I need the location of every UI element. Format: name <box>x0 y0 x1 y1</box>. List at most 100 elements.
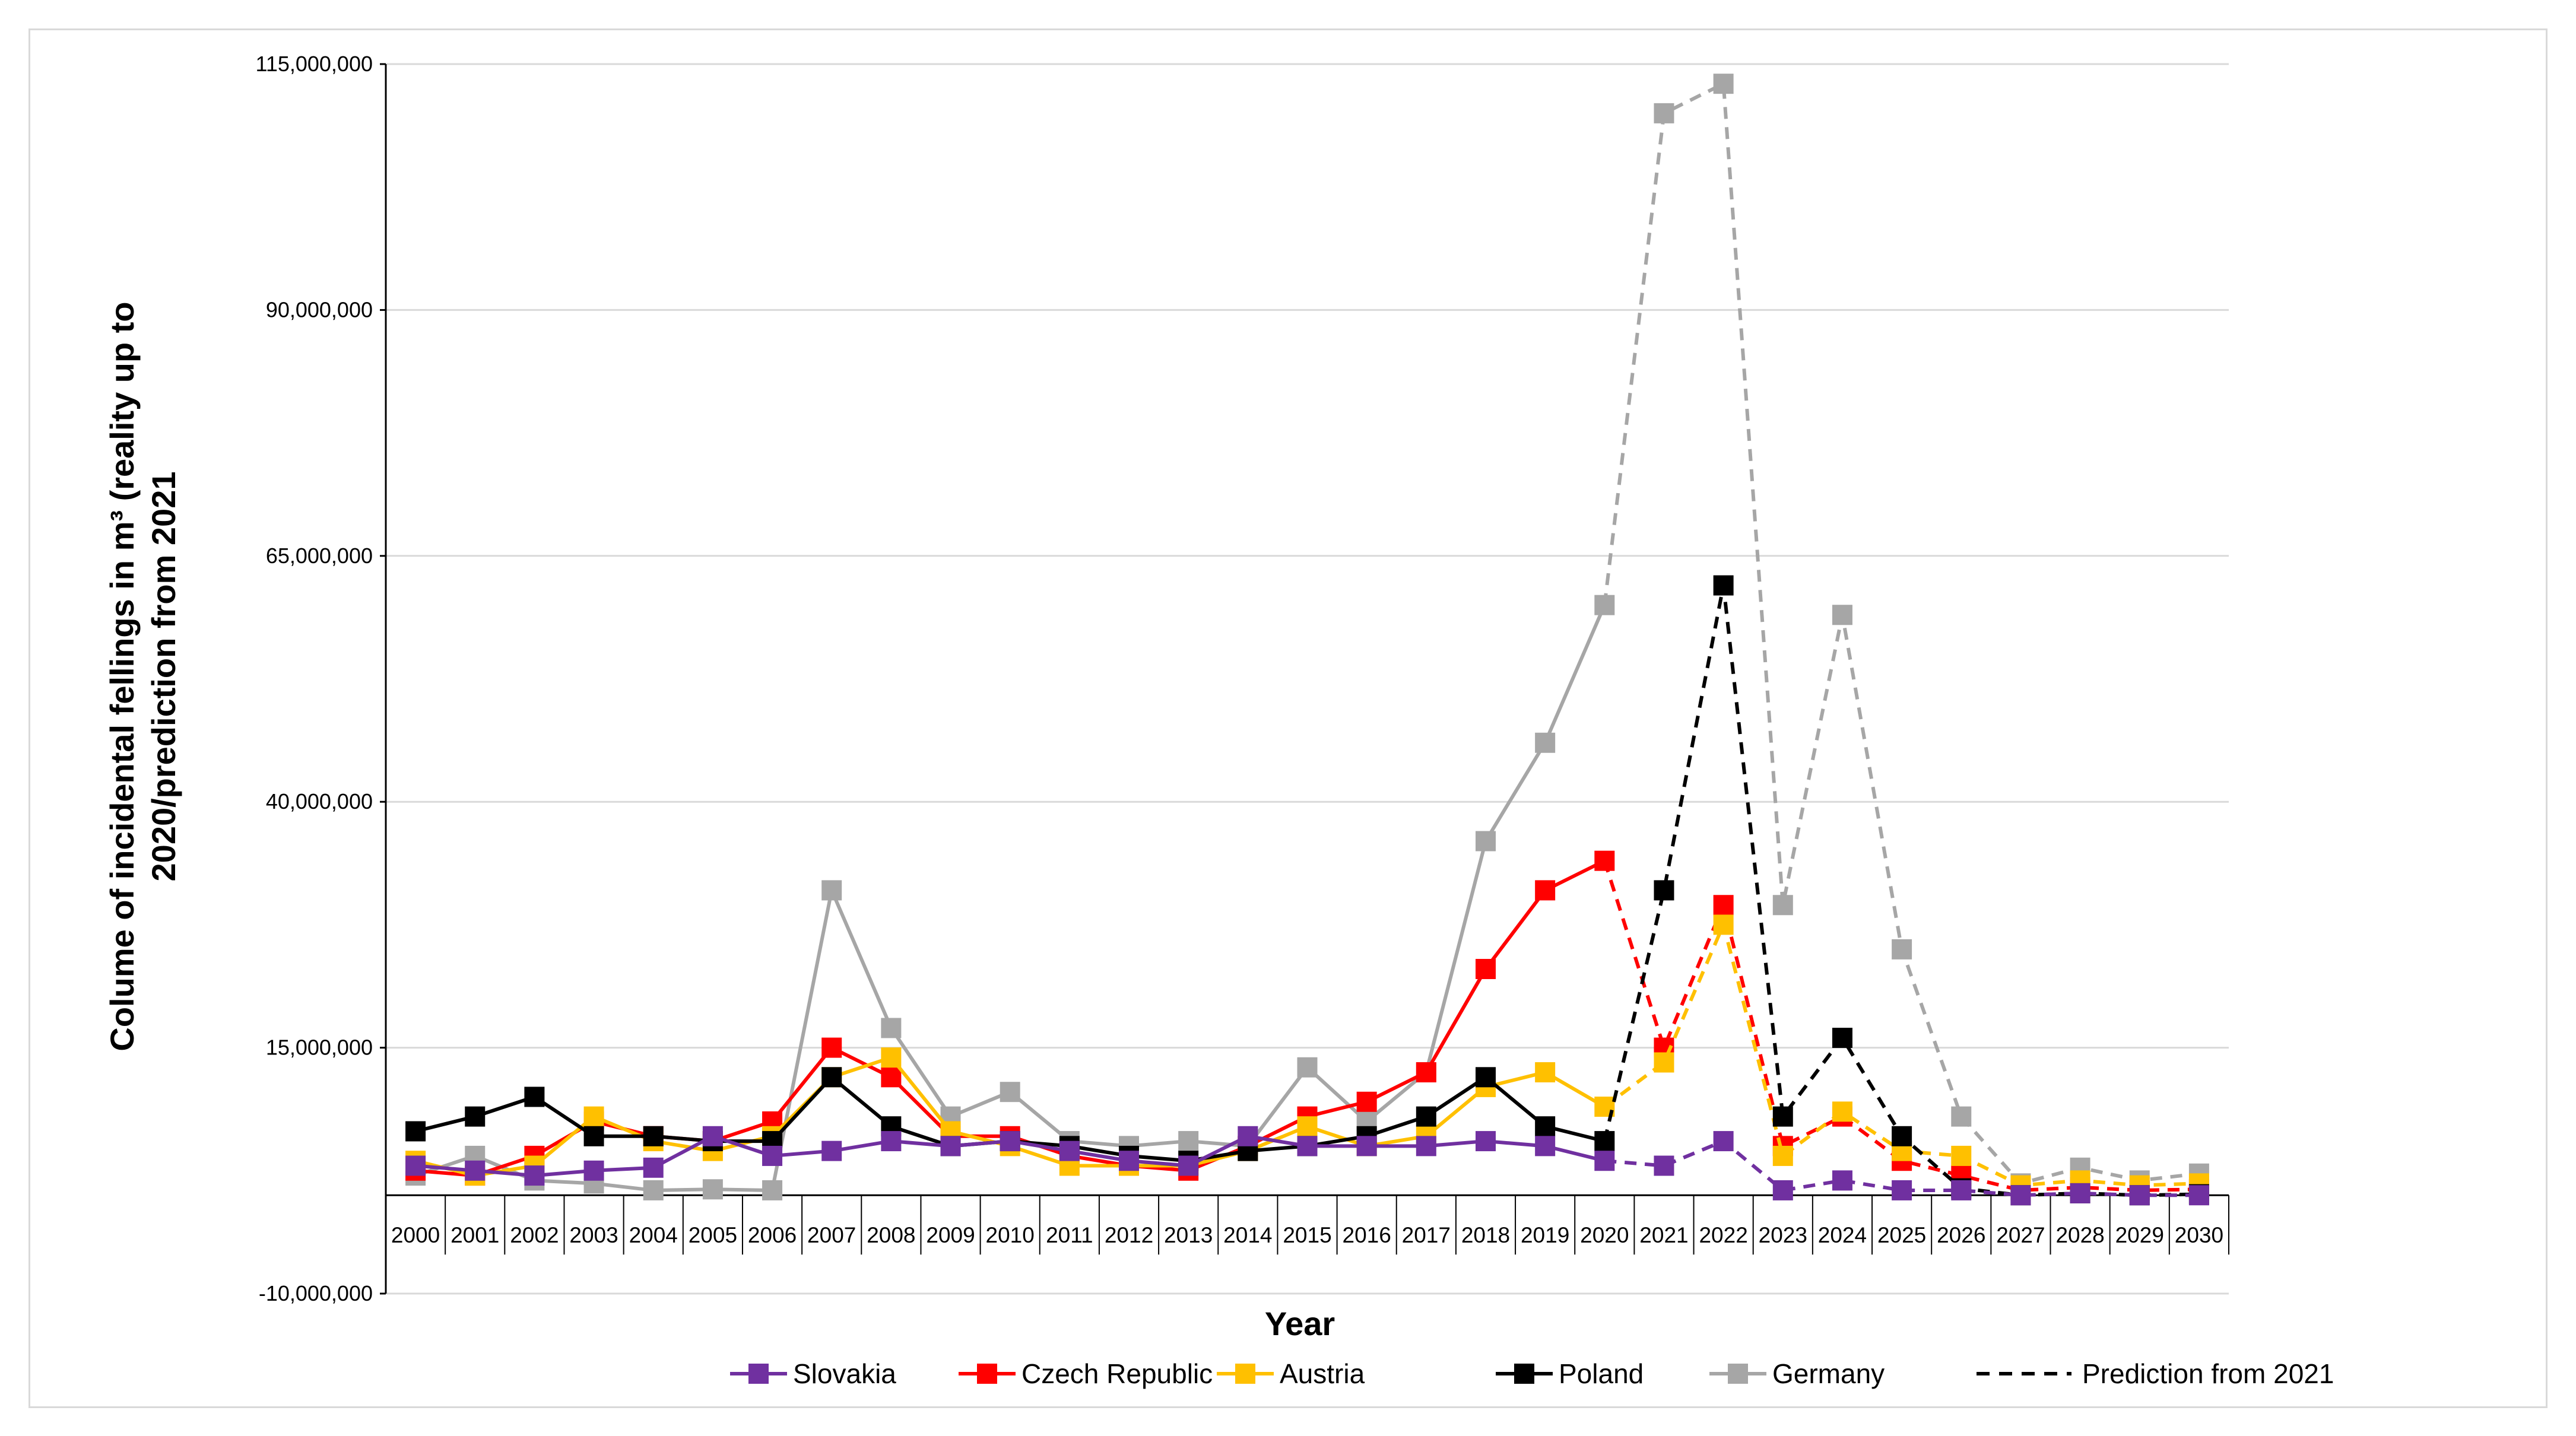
data-point <box>1832 1028 1852 1049</box>
chart-frame <box>28 28 2548 1408</box>
data-point <box>1119 1151 1140 1171</box>
y-tick-label: 15,000,000 <box>266 1035 373 1060</box>
data-point <box>1416 1136 1436 1157</box>
data-point <box>1892 1180 1912 1200</box>
legend-marker-swatch <box>1235 1364 1255 1384</box>
x-tick-label: 2019 <box>1521 1223 1569 1247</box>
data-point <box>1951 1106 1972 1127</box>
data-point <box>881 1047 902 1068</box>
data-point <box>1594 595 1615 615</box>
y-tick-label: 40,000,000 <box>266 789 373 814</box>
x-tick-label: 2025 <box>1877 1223 1926 1247</box>
series-germany <box>405 74 2209 1200</box>
data-point <box>2010 1185 2031 1206</box>
legend-item: Slovakia <box>730 1358 896 1389</box>
x-tick-label: 2004 <box>629 1223 678 1247</box>
data-point <box>1535 1062 1556 1083</box>
data-point <box>643 1157 664 1178</box>
legend-label: Austria <box>1280 1358 1365 1389</box>
y-axis-title-line-2: 2020/prediction from 2021 <box>145 472 182 882</box>
data-point <box>821 880 842 901</box>
data-point <box>1654 1052 1674 1073</box>
x-tick-label: 2028 <box>2055 1223 2104 1247</box>
legend-item: Austria <box>1217 1358 1365 1389</box>
data-point <box>1713 1131 1734 1152</box>
legend-label: Czech Republic <box>1021 1358 1213 1389</box>
x-tick-label: 2030 <box>2175 1223 2223 1247</box>
data-point <box>1475 831 1496 852</box>
data-point <box>1059 1140 1080 1161</box>
data-point <box>643 1180 664 1200</box>
data-point <box>821 1037 842 1058</box>
data-point <box>1654 880 1674 901</box>
data-point <box>1654 103 1674 123</box>
x-tick-label: 2012 <box>1105 1223 1153 1247</box>
x-tick-label: 2011 <box>1046 1223 1093 1247</box>
legend-marker-swatch <box>977 1364 997 1384</box>
data-point <box>1772 1145 1793 1166</box>
tick-labels: -10,000,000 15,000,000 40,000,000 65,000,00… <box>255 52 2223 1305</box>
data-point <box>1297 1116 1318 1137</box>
series-lines <box>405 74 2209 1206</box>
x-tick-label: 2009 <box>926 1223 975 1247</box>
data-point <box>1713 895 1734 916</box>
x-tick-label: 2001 <box>451 1223 499 1247</box>
data-point <box>405 1155 426 1176</box>
data-point <box>821 1067 842 1088</box>
x-tick-label: 2016 <box>1343 1223 1391 1247</box>
data-point <box>2129 1185 2150 1206</box>
legend-label: Poland <box>1559 1358 1644 1389</box>
gridlines <box>386 63 2229 1295</box>
data-point <box>2188 1185 2209 1206</box>
x-tick-label: 2024 <box>1818 1223 1867 1247</box>
x-tick-label: 2022 <box>1699 1223 1747 1247</box>
data-point <box>1416 1062 1436 1083</box>
data-point <box>1356 1136 1377 1157</box>
x-tick-label: 2008 <box>867 1223 915 1247</box>
x-tick-label: 2026 <box>1937 1223 1985 1247</box>
data-point <box>1772 895 1793 916</box>
x-tick-label: 2003 <box>569 1223 618 1247</box>
legend-marker-swatch <box>1514 1364 1534 1384</box>
legend-marker-swatch <box>748 1364 769 1384</box>
data-point <box>1713 914 1734 935</box>
x-tick-label: 2027 <box>1996 1223 2045 1247</box>
data-point <box>1178 1155 1199 1176</box>
legend-marker-swatch <box>1728 1364 1748 1384</box>
x-tick-label: 2006 <box>748 1223 797 1247</box>
data-point <box>1772 1106 1793 1127</box>
data-point <box>1892 1126 1912 1146</box>
series-slovakia <box>405 1126 2209 1206</box>
data-point <box>881 1131 902 1152</box>
data-point <box>940 1136 961 1157</box>
data-point <box>821 1140 842 1161</box>
x-tick-label: 2018 <box>1461 1223 1510 1247</box>
legend-label: Prediction from 2021 <box>2082 1358 2334 1389</box>
legend-label: Slovakia <box>793 1358 896 1389</box>
data-point <box>524 1165 545 1186</box>
data-point <box>1594 850 1615 871</box>
data-point <box>1832 1101 1852 1122</box>
x-tick-label: 2023 <box>1759 1223 1807 1247</box>
y-tick-label: -10,000,000 <box>259 1281 373 1305</box>
data-point <box>762 1145 783 1166</box>
data-point <box>1475 1067 1496 1088</box>
series-line-actual <box>415 604 1607 1192</box>
series-line-prediction <box>1603 584 2199 1197</box>
data-point <box>1535 880 1556 901</box>
data-point <box>1832 605 1852 625</box>
legend: Slovakia Czech Republic Austria Poland Germa… <box>730 1358 2334 1389</box>
data-point <box>1000 1131 1020 1152</box>
data-point <box>762 1180 783 1200</box>
legend-label: Germany <box>1772 1358 1885 1389</box>
data-point <box>1416 1106 1436 1127</box>
data-point <box>583 1126 604 1146</box>
data-point <box>1297 1136 1318 1157</box>
x-tick-label: 2005 <box>689 1223 737 1247</box>
legend-item: Germany <box>1709 1358 1885 1389</box>
data-point <box>881 1018 902 1038</box>
axes <box>380 63 2229 1295</box>
x-tick-label: 2021 <box>1639 1223 1688 1247</box>
data-point <box>1475 958 1496 979</box>
